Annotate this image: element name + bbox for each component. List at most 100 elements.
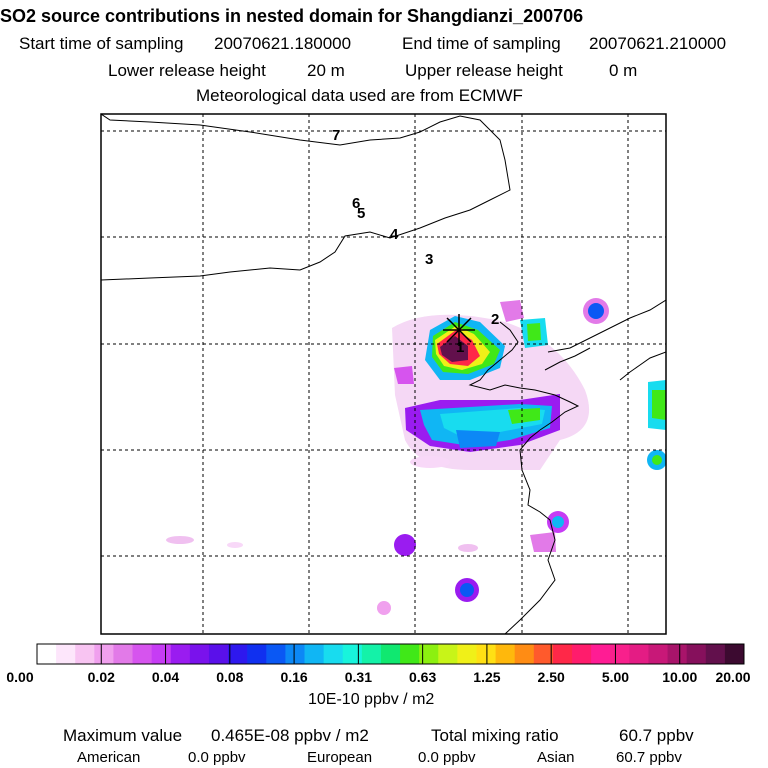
upper-release-value: 0 m xyxy=(609,61,638,80)
faint-patch xyxy=(227,542,243,548)
colorbar-tick-label: 0.08 xyxy=(216,669,244,685)
plume-blob xyxy=(394,366,414,384)
plume-south-core xyxy=(508,408,540,424)
colorbar-swatch xyxy=(476,644,497,664)
map-frame xyxy=(100,113,667,635)
american-value: 0.0 ppbv xyxy=(188,749,246,766)
colorbar-swatch xyxy=(629,644,649,664)
plume-blob xyxy=(527,323,541,341)
end-time-label: End time of sampling xyxy=(402,34,561,53)
colorbar-swatch xyxy=(247,644,267,664)
trajectory-label-3: 3 xyxy=(425,251,433,268)
faint-patch xyxy=(166,536,194,544)
colorbar-unit: 10E-10 ppbv / m2 xyxy=(308,691,435,708)
colorbar-swatch xyxy=(132,644,153,664)
colorbar-tick-label: 0.00 xyxy=(6,669,34,685)
colorbar-swatch xyxy=(724,644,745,664)
total-mixing-label: Total mixing ratio xyxy=(431,726,559,745)
colorbar-tick-label: 0.63 xyxy=(409,669,437,685)
colorbar-swatch xyxy=(514,644,535,664)
lower-release-value: 20 m xyxy=(307,61,345,80)
hotspot xyxy=(394,534,416,556)
lower-release-label: Lower release height xyxy=(108,61,266,80)
max-value-label: Maximum value xyxy=(63,726,183,745)
start-time-value: 20070621.180000 xyxy=(214,34,352,53)
trajectory-label-5: 5 xyxy=(357,205,365,222)
receptor-cross-icon xyxy=(443,314,475,346)
colorbar-swatch xyxy=(457,644,477,664)
hotspot xyxy=(530,532,556,552)
hotspot xyxy=(652,455,662,465)
plume-main-core xyxy=(440,336,468,362)
colorbar-tick-label: 10.00 xyxy=(662,669,698,685)
end-time-value: 20070621.210000 xyxy=(589,34,727,53)
colorbar-swatch xyxy=(400,644,420,664)
european-value: 0.0 ppbv xyxy=(418,749,476,766)
colorbar-tick-label: 5.00 xyxy=(601,669,630,685)
trajectory-label-6: 6 xyxy=(352,195,360,212)
colorbar-swatch xyxy=(75,644,95,664)
upper-release-label: Upper release height xyxy=(405,61,563,80)
colorbar-swatch xyxy=(591,644,611,664)
colorbar-tick-label: 0.04 xyxy=(151,669,180,685)
colorbar-swatch xyxy=(705,644,726,664)
colorbar-swatch xyxy=(304,644,325,664)
colorbar-swatch xyxy=(438,644,458,664)
hotspot xyxy=(377,601,391,615)
hotspot-east xyxy=(652,390,666,420)
colorbar-swatch xyxy=(648,644,669,664)
hotspot xyxy=(460,583,474,597)
colorbar-tick-label: 0.02 xyxy=(87,669,115,685)
colorbar-swatch xyxy=(37,644,57,664)
colorbar-swatch xyxy=(285,644,306,664)
colorbar-swatch xyxy=(323,644,344,664)
coastline xyxy=(101,114,666,634)
colorbar-swatch xyxy=(419,644,439,664)
american-label: American xyxy=(77,749,141,766)
concentration-field xyxy=(166,298,666,615)
colorbar-tick-label: 0.31 xyxy=(344,669,372,685)
total-mixing-value: 60.7 ppbv xyxy=(619,726,694,745)
colorbar-swatch xyxy=(361,644,382,664)
plume-south-tail xyxy=(456,430,500,448)
colorbar-tick-label: 1.25 xyxy=(473,669,501,685)
colorbar-swatch xyxy=(495,644,516,664)
colorbar-swatch xyxy=(189,644,210,664)
colorbar-swatch xyxy=(113,644,134,664)
colorbar-swatch xyxy=(151,644,172,664)
colorbar-swatch xyxy=(170,644,191,664)
trajectory-label-7: 7 xyxy=(332,127,340,144)
colorbar-swatch xyxy=(94,644,114,664)
hotspot xyxy=(588,303,604,319)
plot-title: SO2 source contributions in nested domai… xyxy=(0,6,584,26)
trajectory-label-4: 4 xyxy=(390,226,399,243)
asian-label: Asian xyxy=(537,749,575,766)
colorbar-swatch xyxy=(380,644,401,664)
colorbar-swatch xyxy=(208,644,229,664)
colorbar-swatch xyxy=(552,644,573,664)
colorbar-swatch xyxy=(572,644,592,664)
trajectory-label-2: 2 xyxy=(491,311,499,328)
start-time-label: Start time of sampling xyxy=(19,34,184,53)
faint-patch xyxy=(458,544,478,552)
european-label: European xyxy=(307,749,373,766)
colorbar-swatch xyxy=(610,644,630,664)
asian-value: 60.7 ppbv xyxy=(616,749,682,766)
colorbar-swatch xyxy=(667,644,688,664)
colorbar-tick-label: 2.50 xyxy=(537,669,565,685)
colorbar-swatch xyxy=(228,644,248,664)
hotspot xyxy=(552,516,564,528)
plume-blob xyxy=(500,300,524,322)
colorbar-swatch xyxy=(342,644,363,664)
colorbar-tick-label: 20.00 xyxy=(715,669,751,685)
colorbar-tick-label: 0.16 xyxy=(280,669,308,685)
max-value: 0.465E-08 ppbv / m2 xyxy=(211,726,369,745)
colorbar-swatch xyxy=(686,644,707,664)
graticule xyxy=(101,114,666,634)
colorbar-swatch xyxy=(533,644,554,664)
faint-patch xyxy=(410,456,450,468)
colorbar-swatches xyxy=(37,644,745,664)
colorbar-swatch xyxy=(56,644,76,664)
